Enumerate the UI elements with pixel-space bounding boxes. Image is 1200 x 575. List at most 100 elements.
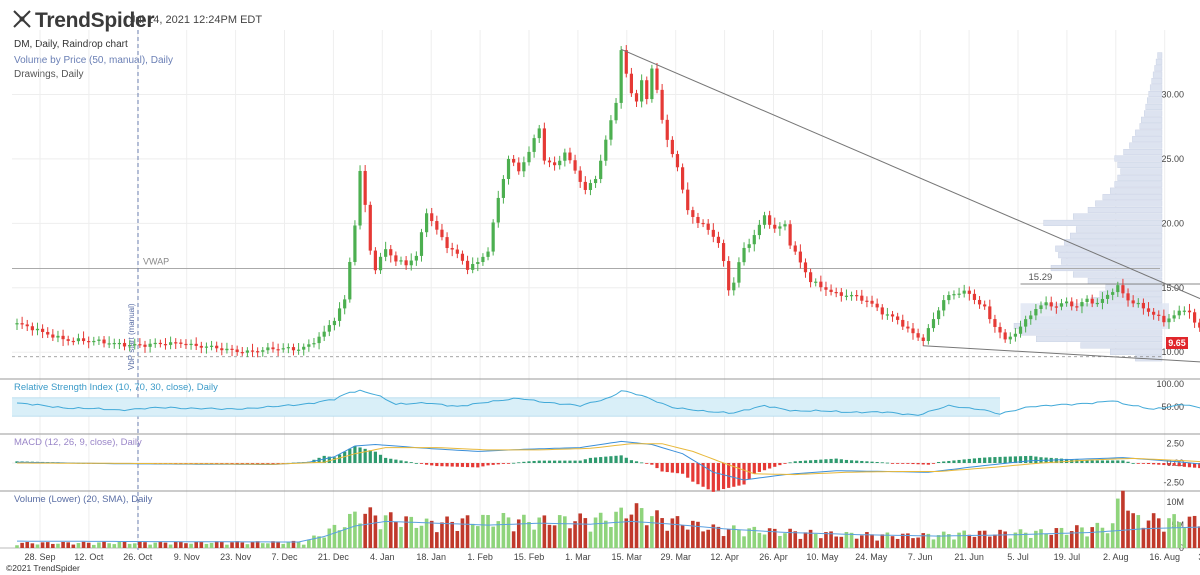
macd-histogram-bar bbox=[706, 463, 710, 490]
candle-body bbox=[317, 336, 321, 344]
macd-histogram-bar bbox=[798, 460, 802, 463]
candle-body bbox=[931, 319, 936, 329]
x-tick-label: 10. May bbox=[806, 552, 839, 562]
candle-body bbox=[409, 260, 413, 266]
volume-bar bbox=[604, 520, 608, 548]
candle-body bbox=[368, 204, 372, 251]
volume-bar bbox=[266, 543, 270, 548]
volume-bar bbox=[445, 516, 449, 548]
macd-histogram-bar bbox=[245, 463, 249, 464]
candle-body bbox=[1059, 303, 1064, 307]
volume-bar bbox=[322, 537, 326, 548]
volume-bar bbox=[1116, 498, 1120, 548]
macd-histogram-bar bbox=[640, 462, 644, 464]
candle-body bbox=[51, 334, 55, 338]
macd-histogram-bar bbox=[563, 460, 567, 463]
candle-body bbox=[1167, 318, 1171, 323]
volume-bar bbox=[926, 533, 931, 548]
volume-bar bbox=[941, 531, 946, 548]
macd-histogram-bar bbox=[527, 461, 531, 463]
candle-body bbox=[148, 343, 152, 347]
volume-bar bbox=[143, 542, 147, 548]
volume-bar bbox=[1136, 515, 1141, 548]
volume-bar bbox=[496, 521, 501, 548]
candle-body bbox=[30, 326, 34, 331]
volume-bar bbox=[189, 543, 193, 548]
macd-histogram-bar bbox=[701, 463, 705, 487]
timestamp: Jul 14, 2021 12:24PM EDT bbox=[130, 14, 263, 26]
volume-bar bbox=[593, 517, 598, 548]
volume-bar bbox=[56, 543, 60, 548]
candle-body bbox=[240, 352, 244, 354]
volume-bar bbox=[1080, 527, 1084, 548]
macd-histogram-bar bbox=[768, 463, 772, 469]
candle-body bbox=[665, 119, 669, 140]
volume-bar bbox=[353, 511, 357, 548]
candle-body bbox=[778, 226, 782, 229]
volume-bar bbox=[726, 529, 731, 548]
macd-histogram-bar bbox=[849, 460, 854, 463]
macd-histogram-bar bbox=[747, 463, 751, 480]
vbp-bar bbox=[1139, 123, 1163, 130]
volume-bar bbox=[368, 507, 373, 548]
vbp-bar bbox=[1154, 65, 1163, 72]
macd-histogram-bar bbox=[645, 463, 649, 464]
x-tick-label: 16. Aug bbox=[1149, 552, 1180, 562]
candle-body bbox=[1090, 298, 1094, 304]
vbp-start-label: VbP start (manual) bbox=[127, 303, 136, 370]
volume-bar bbox=[665, 530, 670, 548]
x-tick-label: 1. Mar bbox=[565, 552, 591, 562]
macd-histogram-bar bbox=[327, 456, 331, 463]
candle-body bbox=[271, 347, 275, 350]
volume-bar bbox=[337, 530, 342, 548]
macd-histogram-bar bbox=[1008, 456, 1012, 463]
candle-body bbox=[169, 342, 173, 345]
candle-body bbox=[92, 340, 96, 343]
volume-bar bbox=[900, 533, 905, 548]
macd-histogram-bar bbox=[553, 460, 557, 463]
candle-body bbox=[486, 251, 490, 257]
macd-histogram-bar bbox=[947, 460, 951, 463]
candle-body bbox=[235, 349, 239, 353]
macd-histogram-bar bbox=[988, 457, 992, 463]
candle-body bbox=[911, 328, 915, 334]
candle-body bbox=[1162, 315, 1166, 323]
candle-body bbox=[143, 344, 147, 347]
macd-histogram-bar bbox=[1029, 455, 1033, 463]
volume-bar bbox=[865, 532, 869, 548]
candle-body bbox=[81, 338, 86, 342]
macd-histogram-bar bbox=[1059, 458, 1064, 463]
volume-bar bbox=[803, 532, 808, 548]
macd-histogram-bar bbox=[496, 463, 500, 465]
macd-tick-label: 2.50 bbox=[1166, 439, 1184, 449]
volume-bar bbox=[220, 541, 224, 548]
vbp-bar bbox=[1149, 84, 1163, 91]
volume-bar bbox=[578, 513, 582, 548]
volume-bar bbox=[547, 524, 552, 548]
macd-histogram-bar bbox=[486, 463, 490, 466]
volume-bar bbox=[51, 543, 55, 548]
candle-body bbox=[798, 251, 802, 263]
macd-histogram-bar bbox=[1116, 460, 1120, 463]
macd-histogram-bar bbox=[378, 454, 383, 463]
volume-bar bbox=[481, 514, 485, 548]
candle-body bbox=[512, 158, 516, 163]
candle-body bbox=[747, 244, 751, 248]
macd-histogram-bar bbox=[737, 463, 741, 486]
vbp-bar bbox=[1135, 129, 1163, 136]
macd-histogram-bar bbox=[1003, 456, 1007, 463]
macd-histogram-bar bbox=[1162, 463, 1166, 466]
vbp-bar bbox=[1072, 271, 1163, 278]
macd-histogram-bar bbox=[532, 460, 536, 463]
macd-histogram-bar bbox=[578, 460, 582, 463]
volume-bar bbox=[982, 530, 987, 548]
candle-body bbox=[266, 347, 270, 351]
x-tick-label: 19. Jul bbox=[1054, 552, 1081, 562]
macd-histogram-bar bbox=[537, 460, 541, 463]
volume-bar bbox=[619, 507, 623, 548]
drawings-label: Drawings, Daily bbox=[14, 69, 84, 80]
macd-histogram-bar bbox=[343, 451, 347, 463]
vbp-bar bbox=[1132, 136, 1163, 143]
volume-bar bbox=[1008, 538, 1013, 548]
